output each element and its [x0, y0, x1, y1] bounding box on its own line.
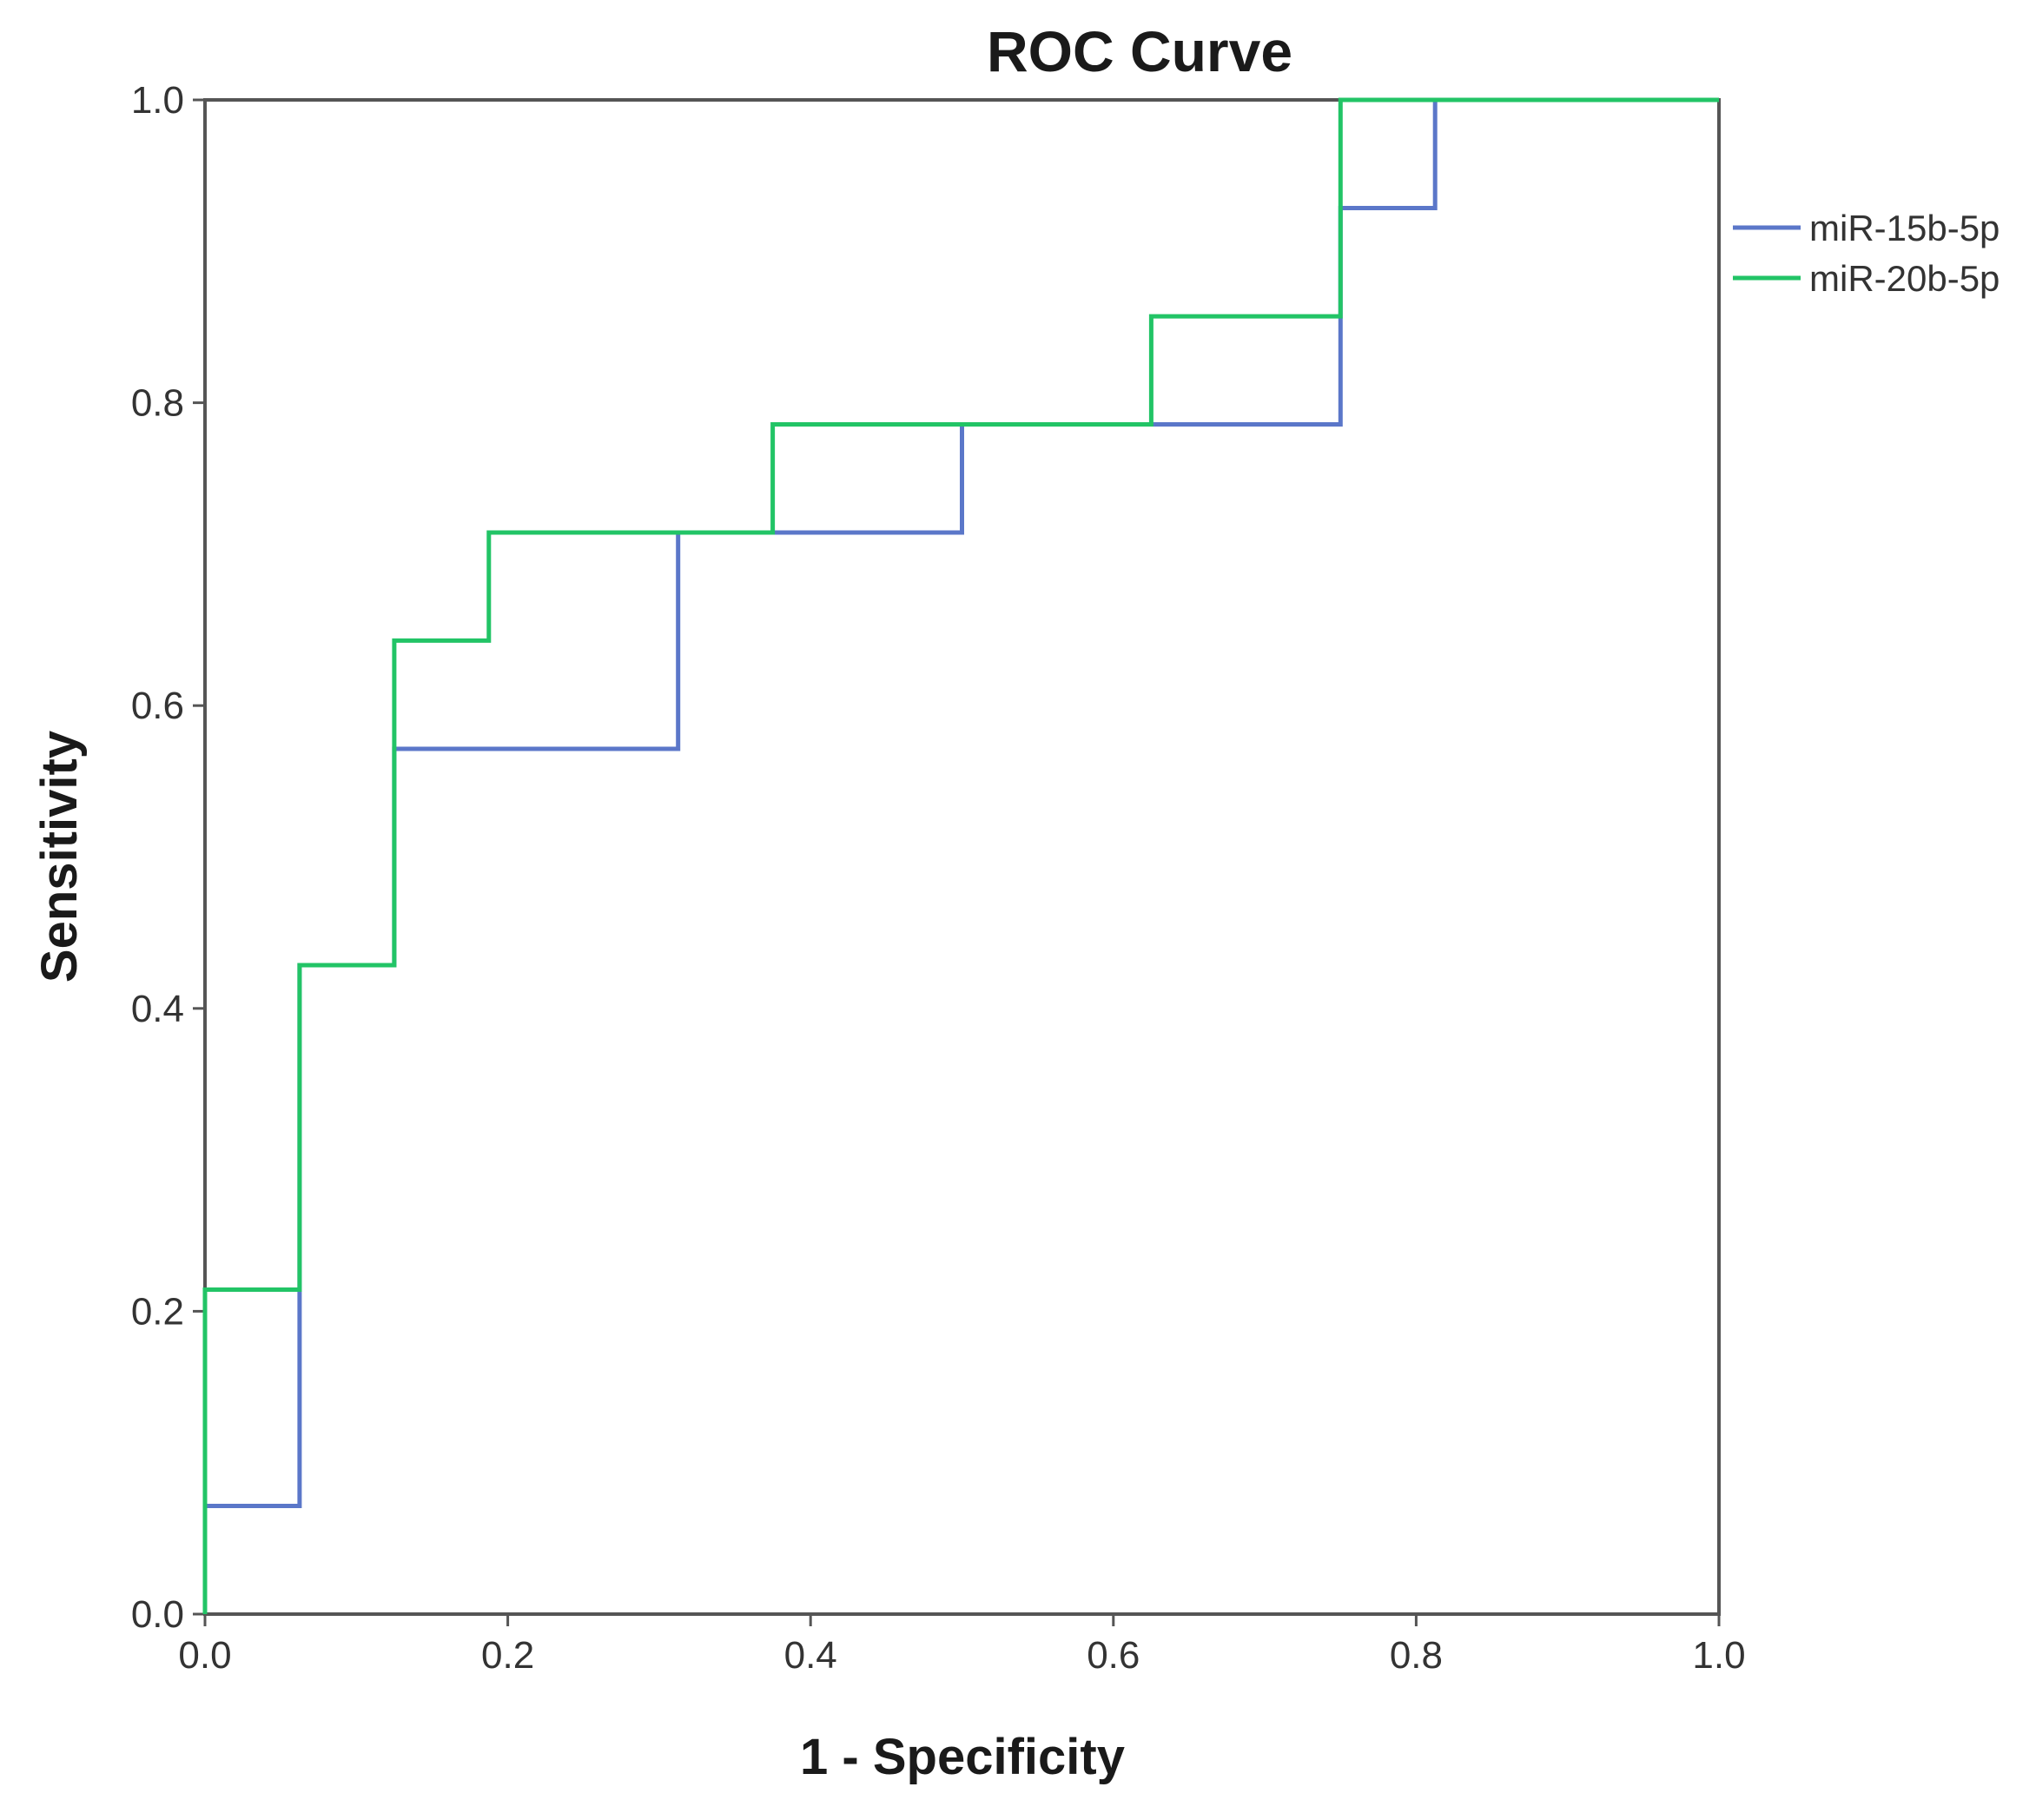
series-layer [202, 97, 1719, 1614]
x-axis-label: 1 - Specificity [800, 1729, 1125, 1785]
y-tick-label: 0.6 [131, 685, 184, 727]
x-tick-label: 0.0 [178, 1634, 231, 1677]
y-axis-label: Sensitivity [31, 731, 88, 983]
x-tick-label: 1.0 [1692, 1634, 1745, 1677]
x-tick-label: 0.6 [1087, 1634, 1140, 1677]
x-axis: 0.0 0.2 0.4 0.6 0.8 1.0 [178, 1614, 1746, 1677]
legend: miR-15b-5p miR-20b-5p [1733, 208, 2000, 299]
x-tick-label: 0.2 [481, 1634, 534, 1677]
series-line-mir-20b-5p [202, 97, 1719, 1614]
y-tick-label: 0.4 [131, 988, 184, 1030]
x-tick-label: 0.8 [1390, 1634, 1443, 1677]
y-tick-label: 0.8 [131, 382, 184, 425]
x-tick-label: 0.4 [784, 1634, 837, 1677]
chart-title: ROC Curve [987, 19, 1292, 83]
plot-frame [203, 98, 1721, 1616]
y-tick-label: 0.0 [131, 1593, 184, 1636]
legend-label: miR-15b-5p [1809, 208, 2000, 248]
y-tick-label: 0.2 [131, 1290, 184, 1333]
y-axis: 0.0 0.2 0.4 0.6 0.8 1.0 [131, 79, 205, 1636]
legend-label: miR-20b-5p [1809, 258, 2000, 299]
y-tick-label: 1.0 [131, 79, 184, 122]
